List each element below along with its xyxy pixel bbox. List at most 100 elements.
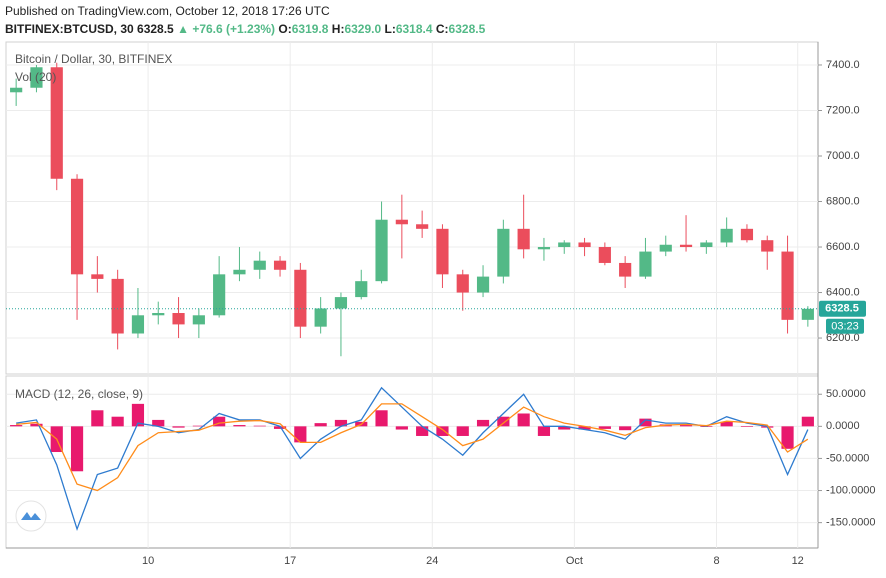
y-tick-label: 7200.0 [826,104,860,116]
y-tick-label: -100.0000 [826,484,876,496]
last-price-label: 6328.5 [825,303,859,315]
header: Published on TradingView.com, October 12… [5,4,486,36]
ohlc-value: 6319.8 [292,22,329,36]
candle-body [761,240,774,252]
candle-body [375,219,388,282]
x-tick-label: 24 [426,555,438,567]
candle-body [192,315,205,325]
ohlc-value: 6329.0 [344,22,381,36]
candle-body [537,247,551,250]
x-tick-label: 12 [792,555,804,567]
ohlc-label: O: [278,22,291,36]
histogram-bar [781,426,794,449]
candle-body [355,281,368,298]
y-tick-label: 7000.0 [826,150,860,162]
change: +76.6 (+1.23%) [192,22,275,36]
candle-body [152,313,165,316]
main-title: Bitcoin / Dollar, 30, BITFINEX [15,52,172,66]
candle-body [314,308,327,327]
symbol-line: BITFINEX:BTCUSD, 30 6328.5 ▲ +76.6 (+1.2… [5,22,486,36]
histogram-bar [253,425,266,427]
y-tick-label: 6600.0 [826,241,860,253]
last-price: 6328.5 [137,22,174,36]
candle-body [497,228,510,277]
histogram-bar [476,419,490,427]
histogram-bar [517,413,530,427]
candle-body [70,178,84,275]
histogram-bar [639,418,652,427]
change-arrow: ▲ [177,22,189,36]
histogram-bar [558,426,571,430]
x-tick-label: Oct [566,555,583,567]
candle-body [294,269,307,327]
histogram-bar [497,416,510,427]
candle-body [111,278,124,334]
histogram-bar [111,416,124,427]
candle-body [619,262,632,277]
candle-body [131,315,145,334]
y-tick-label: 7400.0 [826,59,860,71]
x-tick-label: 10 [142,555,154,567]
countdown-label: 03:23 [831,321,859,333]
y-tick-label: 6800.0 [826,195,860,207]
histogram-bar [233,425,246,427]
y-tick-label: -50.0000 [826,452,869,464]
y-tick-label: 0.0000 [826,420,860,432]
candle-body [740,228,754,241]
histogram-bar [578,426,591,430]
histogram-bar [172,426,185,428]
histogram-bar [456,426,469,436]
histogram-bar [314,423,327,427]
candle-body [781,251,794,320]
histogram-bar [10,425,23,427]
ohlc-value: 6328.5 [449,22,486,36]
candle-body [213,274,226,316]
y-tick-label: 6200.0 [826,332,860,344]
candle-body [30,67,43,88]
candle-body [253,260,266,270]
histogram-bar [213,416,226,427]
ohlc-label: C: [436,22,449,36]
tradingview-logo [15,500,47,532]
candle-body [598,247,611,263]
candle-body [700,242,713,248]
y-tick-label: -150.0000 [826,517,876,529]
x-tick-label: 17 [284,555,296,567]
histogram-bar [720,421,733,427]
histogram-bar [801,416,814,427]
marks [6,62,818,532]
histogram-bar [740,426,754,427]
candle-body [476,276,490,293]
last-price-tag [819,300,866,317]
symbol: BITFINEX:BTCUSD, 30 [5,22,134,36]
ohlc-value: 6318.4 [396,22,433,36]
macd-line [16,386,809,532]
ohlc-label: H: [332,22,345,36]
histogram-bar [192,425,205,427]
candle-body [517,228,530,250]
candle-body [334,297,348,309]
macd-title: MACD (12, 26, close, 9) [15,387,143,401]
histogram-bar [273,426,287,429]
histogram-bar [619,426,632,431]
candle-body [659,244,672,252]
countdown-tag [826,318,864,334]
published-line: Published on TradingView.com, October 12… [5,4,330,18]
candle-body [10,87,23,93]
candle-body [720,228,733,243]
candle-body [578,242,591,248]
macd-line [16,403,809,492]
grid [6,42,818,548]
candle-body [233,269,246,275]
candle-body [395,219,408,225]
histogram-bar [294,426,307,443]
candle-body [456,274,469,293]
histogram-bar [679,425,693,427]
histogram-bar [598,426,611,429]
histogram-bar [30,423,43,427]
histogram-bar [91,410,104,427]
candle-body [50,67,63,179]
y-tick-label: 6400.0 [826,286,860,298]
